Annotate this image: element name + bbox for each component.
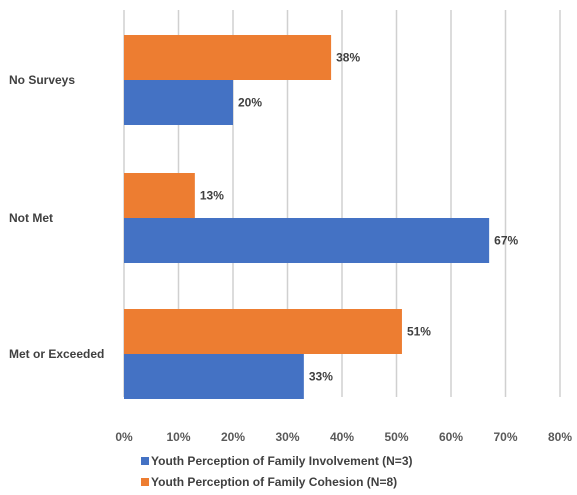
x-tick-label: 20% xyxy=(221,430,245,444)
legend-swatch xyxy=(141,457,149,465)
x-tick-label: 0% xyxy=(115,430,133,444)
bars xyxy=(124,35,490,399)
x-tick-label: 50% xyxy=(384,430,408,444)
category-label: No Surveys xyxy=(9,73,75,87)
legend-entry: Youth Perception of Family Involvement (… xyxy=(151,454,413,468)
x-tick-label: 70% xyxy=(493,430,517,444)
category-label: Met or Exceeded xyxy=(9,347,104,361)
x-axis-ticks: 0% 10% 20% 30% 40% 50% 60% 70% 80% xyxy=(115,430,572,444)
data-label: 38% xyxy=(336,51,360,65)
bar xyxy=(124,173,195,218)
data-labels: 38% 20% 13% 67% 51% 33% xyxy=(200,51,519,384)
x-tick-label: 80% xyxy=(548,430,572,444)
legend: Youth Perception of Family Involvement (… xyxy=(141,454,413,489)
bar xyxy=(124,35,332,80)
legend-entry: Youth Perception of Family Cohesion (N=8… xyxy=(151,475,397,489)
data-label: 20% xyxy=(238,96,262,110)
data-label: 13% xyxy=(200,189,224,203)
data-label: 67% xyxy=(494,234,518,248)
bar xyxy=(124,80,233,125)
category-label: Not Met xyxy=(9,211,53,225)
bar xyxy=(124,354,304,399)
data-label: 33% xyxy=(309,370,333,384)
bar xyxy=(124,309,402,354)
legend-swatch xyxy=(141,478,149,486)
category-labels: No Surveys Not Met Met or Exceeded xyxy=(9,73,104,361)
data-label: 51% xyxy=(407,325,431,339)
x-tick-label: 30% xyxy=(275,430,299,444)
x-tick-label: 10% xyxy=(166,430,190,444)
bar xyxy=(124,218,490,263)
x-tick-label: 40% xyxy=(330,430,354,444)
x-tick-label: 60% xyxy=(439,430,463,444)
